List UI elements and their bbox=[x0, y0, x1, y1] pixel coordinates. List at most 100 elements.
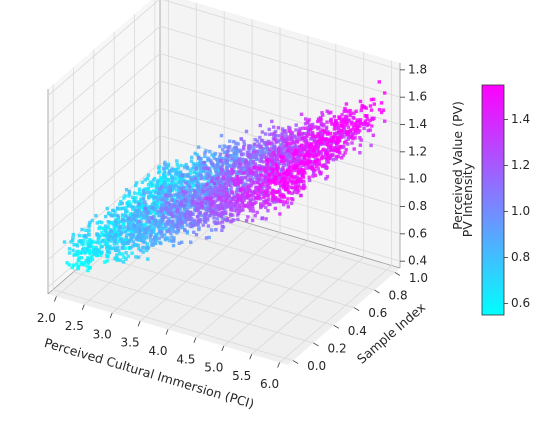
y-tick-mark bbox=[374, 289, 380, 294]
data-point bbox=[187, 193, 192, 198]
data-point bbox=[142, 213, 146, 217]
data-point bbox=[158, 187, 162, 191]
data-point bbox=[172, 200, 177, 205]
data-point bbox=[127, 200, 131, 204]
data-point bbox=[292, 163, 296, 168]
data-point bbox=[141, 208, 145, 212]
data-point bbox=[103, 260, 107, 264]
data-point bbox=[137, 233, 142, 238]
data-point bbox=[250, 177, 255, 181]
data-point bbox=[244, 176, 248, 180]
data-point bbox=[220, 163, 224, 168]
data-point bbox=[204, 236, 209, 240]
data-point bbox=[297, 177, 301, 181]
data-point bbox=[275, 179, 279, 183]
data-point bbox=[225, 153, 229, 157]
data-point bbox=[123, 219, 127, 223]
data-point bbox=[289, 136, 294, 140]
data-point bbox=[248, 158, 253, 162]
data-point bbox=[127, 222, 131, 227]
data-point bbox=[210, 228, 214, 232]
data-point bbox=[171, 195, 175, 200]
data-point bbox=[188, 184, 192, 189]
data-point bbox=[360, 105, 364, 110]
data-point bbox=[210, 153, 214, 157]
data-point bbox=[220, 210, 224, 215]
data-point bbox=[124, 206, 128, 210]
data-point bbox=[188, 217, 192, 221]
data-point bbox=[237, 207, 241, 211]
data-point bbox=[118, 202, 122, 206]
data-point bbox=[211, 163, 215, 167]
data-point bbox=[220, 179, 224, 184]
data-point bbox=[270, 119, 274, 124]
data-point bbox=[205, 204, 210, 208]
data-point bbox=[149, 210, 154, 214]
data-point bbox=[211, 200, 215, 204]
data-point bbox=[365, 117, 369, 121]
data-point bbox=[235, 175, 240, 179]
data-point bbox=[332, 146, 337, 150]
data-point bbox=[204, 196, 208, 201]
data-point bbox=[180, 183, 184, 188]
data-point bbox=[288, 126, 292, 130]
data-point bbox=[266, 175, 270, 179]
data-point bbox=[234, 141, 238, 145]
data-point bbox=[163, 222, 168, 226]
data-point bbox=[285, 181, 290, 185]
data-point bbox=[194, 208, 199, 213]
data-point bbox=[100, 226, 104, 230]
data-point bbox=[199, 169, 203, 173]
data-point bbox=[145, 245, 149, 249]
data-point bbox=[343, 106, 347, 111]
data-point bbox=[107, 251, 112, 255]
data-point bbox=[225, 160, 229, 164]
data-point bbox=[253, 213, 257, 218]
data-point bbox=[203, 168, 207, 173]
data-point bbox=[275, 171, 279, 176]
data-point bbox=[295, 139, 299, 143]
data-point bbox=[289, 170, 293, 174]
data-point bbox=[100, 239, 104, 244]
data-point bbox=[112, 236, 116, 240]
data-point bbox=[350, 141, 354, 145]
data-point bbox=[160, 216, 164, 220]
data-point bbox=[100, 230, 104, 235]
data-point bbox=[229, 186, 233, 190]
data-point bbox=[211, 187, 216, 192]
data-point bbox=[266, 209, 270, 213]
data-point bbox=[67, 263, 71, 267]
data-point bbox=[294, 123, 298, 127]
data-point bbox=[159, 220, 163, 224]
data-point bbox=[271, 150, 276, 155]
data-point bbox=[98, 241, 102, 245]
data-point bbox=[213, 166, 218, 170]
data-point bbox=[277, 147, 281, 151]
data-point bbox=[310, 134, 314, 139]
data-point bbox=[331, 136, 335, 140]
data-point bbox=[139, 248, 143, 253]
data-point bbox=[321, 137, 326, 142]
data-point bbox=[117, 239, 121, 243]
data-point bbox=[208, 191, 213, 196]
data-point bbox=[242, 171, 246, 175]
data-point bbox=[215, 176, 219, 181]
data-point bbox=[153, 235, 157, 239]
data-point bbox=[159, 176, 163, 180]
data-point bbox=[251, 194, 255, 198]
data-point bbox=[209, 196, 213, 200]
data-point bbox=[146, 173, 151, 177]
grid-line bbox=[167, 232, 281, 330]
data-point bbox=[283, 187, 288, 191]
data-point bbox=[244, 182, 248, 186]
data-point bbox=[148, 225, 152, 229]
data-point bbox=[227, 195, 232, 199]
data-point bbox=[130, 251, 134, 255]
data-point bbox=[164, 206, 169, 210]
data-point bbox=[75, 244, 80, 248]
data-point bbox=[262, 141, 266, 145]
data-point bbox=[337, 127, 341, 131]
x-tick-label: 6.0 bbox=[260, 377, 279, 391]
data-point bbox=[119, 232, 123, 236]
data-point bbox=[184, 217, 188, 222]
